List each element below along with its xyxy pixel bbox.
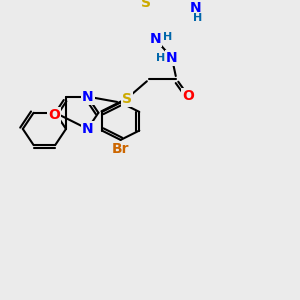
Text: H: H — [164, 32, 172, 42]
Text: N: N — [150, 32, 161, 46]
Text: N: N — [82, 90, 93, 104]
Text: Br: Br — [112, 142, 129, 156]
Text: S: S — [141, 0, 152, 10]
Text: N: N — [166, 51, 178, 65]
Text: N: N — [190, 1, 202, 15]
Text: N: N — [82, 122, 93, 136]
Text: H: H — [193, 13, 202, 23]
Text: H: H — [156, 53, 165, 63]
Text: O: O — [48, 108, 60, 122]
Text: O: O — [182, 89, 194, 103]
Text: S: S — [122, 92, 132, 106]
